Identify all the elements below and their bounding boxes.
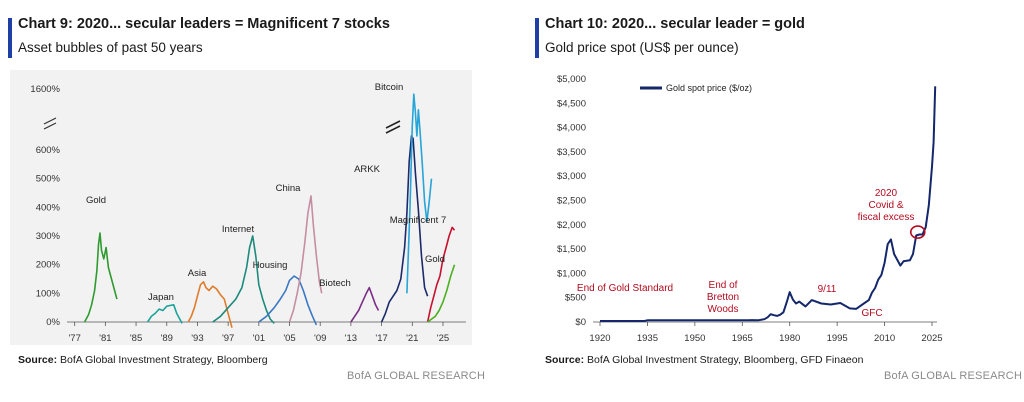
x-tick-label: 1935 bbox=[637, 333, 658, 344]
series-line-gold bbox=[83, 232, 118, 323]
series-line-magnificent-7 bbox=[426, 226, 456, 323]
y-tick-label: 0% bbox=[46, 317, 60, 328]
series-label-arkk: ARKK bbox=[354, 164, 381, 175]
y-tick-label: $2,500 bbox=[557, 196, 586, 207]
source-note: Source: BofA Global Investment Strategy,… bbox=[545, 354, 863, 366]
x-tick-label: '05 bbox=[283, 333, 295, 344]
y-tick-label: $500 bbox=[565, 293, 586, 304]
x-tick-label: '77 bbox=[68, 333, 80, 344]
x-tick-label: '21 bbox=[406, 333, 418, 344]
chart-9-panel: Chart 9: 2020... secular leaders = Magni… bbox=[8, 16, 486, 382]
chart-subtitle: Asset bubbles of past 50 years bbox=[18, 40, 203, 55]
source-text: BofA Global Investment Strategy, Bloombe… bbox=[60, 354, 268, 366]
y-tick-label: $5,000 bbox=[557, 74, 586, 85]
annotation-9-11: 9/11 bbox=[818, 284, 837, 295]
bubbles-chart: 0% 100% 200% 300% 400% 500% 600% 1600% '77 '81 '85… bbox=[30, 82, 466, 344]
series-label-bitcoin: Bitcoin bbox=[375, 82, 404, 93]
x-tick-label: '97 bbox=[222, 333, 234, 344]
series-line-bitcoin bbox=[406, 93, 433, 294]
x-tick-label: '09 bbox=[314, 333, 326, 344]
series-label-china: China bbox=[276, 183, 302, 194]
series-label-gold: Gold bbox=[86, 195, 106, 206]
y-tick-label: 1600% bbox=[30, 84, 60, 95]
series-label-housing: Housing bbox=[253, 260, 288, 271]
y-tick-label: 200% bbox=[36, 260, 61, 271]
y-tick-label: 600% bbox=[36, 145, 61, 156]
title-accent-bar bbox=[535, 18, 539, 58]
series-line-internet bbox=[212, 235, 275, 324]
legend-label: Gold spot price ($/oz) bbox=[666, 83, 752, 93]
source-label: Source: bbox=[18, 354, 58, 366]
y-tick-label: $0 bbox=[575, 317, 586, 328]
source-text: BofA Global Investment Strategy, Bloombe… bbox=[587, 354, 864, 366]
covid-highlight-circle bbox=[909, 225, 926, 239]
series-line-biotech bbox=[350, 286, 380, 323]
source-note: Source: BofA Global Investment Strategy,… bbox=[18, 354, 268, 366]
series-line-asia bbox=[187, 281, 233, 328]
x-tick-label: '85 bbox=[130, 333, 142, 344]
x-tick-label: '93 bbox=[191, 333, 203, 344]
series-line-housing bbox=[258, 275, 318, 326]
x-tick-label: 1965 bbox=[732, 333, 753, 344]
y-tick-label: 400% bbox=[36, 202, 61, 213]
annotation-covid-line1: 2020 bbox=[875, 188, 898, 199]
y-tick-label: $4,000 bbox=[557, 123, 586, 134]
source-label: Source: bbox=[545, 354, 585, 366]
x-tick-label: '81 bbox=[99, 333, 111, 344]
annotation-bretton-line1: End of bbox=[709, 280, 738, 291]
series-label-japan: Japan bbox=[148, 292, 174, 303]
x-tick-label: 1980 bbox=[779, 333, 800, 344]
brand-label: BofA GLOBAL RESEARCH bbox=[884, 370, 1023, 382]
series-line-china bbox=[288, 195, 323, 323]
annotation-end-of-gold-standard: End of Gold Standard bbox=[577, 283, 673, 294]
x-tick-label: 1950 bbox=[684, 333, 705, 344]
title-accent-bar bbox=[8, 18, 12, 58]
chart-subtitle: Gold price spot (US$ per ounce) bbox=[545, 40, 739, 55]
y-tick-label: $2,000 bbox=[557, 220, 586, 231]
series-line-arkk bbox=[380, 135, 429, 323]
x-tick-label: '13 bbox=[345, 333, 357, 344]
series-line-gold-2023 bbox=[427, 264, 456, 323]
y-tick-label: $1,000 bbox=[557, 268, 586, 279]
annotation-covid-line2: Covid & bbox=[868, 200, 903, 211]
x-tick-label: '17 bbox=[375, 333, 387, 344]
series-line-japan bbox=[146, 303, 183, 324]
series-label-gold: Gold bbox=[425, 254, 445, 265]
annotation-bretton-line2: Bretton bbox=[707, 292, 739, 303]
chart-10-panel: Chart 10: 2020... secular leader = gold … bbox=[527, 0, 1024, 402]
series-label-magnificent-7: Magnificent 7 bbox=[390, 215, 447, 226]
x-tick-label: 1995 bbox=[827, 333, 848, 344]
x-tick-label: '89 bbox=[161, 333, 173, 344]
y-tick-label: 500% bbox=[36, 174, 61, 185]
series-break-icon bbox=[385, 120, 401, 134]
y-tick-label: 300% bbox=[36, 231, 61, 242]
annotation-covid-line3: fiscal excess bbox=[858, 212, 915, 223]
y-tick-label: $4,500 bbox=[557, 98, 586, 109]
series-line-gold-spot-price bbox=[600, 86, 937, 322]
axis-break-icon bbox=[43, 117, 57, 130]
series-label-asia: Asia bbox=[188, 268, 207, 279]
annotation-bretton-line3: Woods bbox=[708, 304, 739, 315]
series-label-internet: Internet bbox=[222, 224, 255, 235]
series-label-biotech: Biotech bbox=[319, 278, 351, 289]
y-tick-label: $1,500 bbox=[557, 244, 586, 255]
brand-label: BofA GLOBAL RESEARCH bbox=[347, 370, 486, 382]
x-tick-label: 1920 bbox=[589, 333, 610, 344]
x-tick-label: 2025 bbox=[921, 333, 942, 344]
chart-title: Chart 10: 2020... secular leader = gold bbox=[545, 16, 805, 32]
y-tick-label: $3,000 bbox=[557, 171, 586, 182]
x-tick-label: '25 bbox=[437, 333, 449, 344]
y-tick-label: 100% bbox=[36, 288, 61, 299]
y-tick-label: $3,500 bbox=[557, 147, 586, 158]
annotation-gfc: GFC bbox=[861, 308, 882, 319]
gold-price-chart: $0 $500 $1,000 $1,500 $2,000 $2,500 $3,000 $3,5… bbox=[557, 74, 943, 344]
x-tick-label: 2010 bbox=[874, 333, 895, 344]
plot-background bbox=[10, 70, 472, 345]
chart-title: Chart 9: 2020... secular leaders = Magni… bbox=[18, 16, 390, 32]
x-tick-label: '01 bbox=[253, 333, 265, 344]
